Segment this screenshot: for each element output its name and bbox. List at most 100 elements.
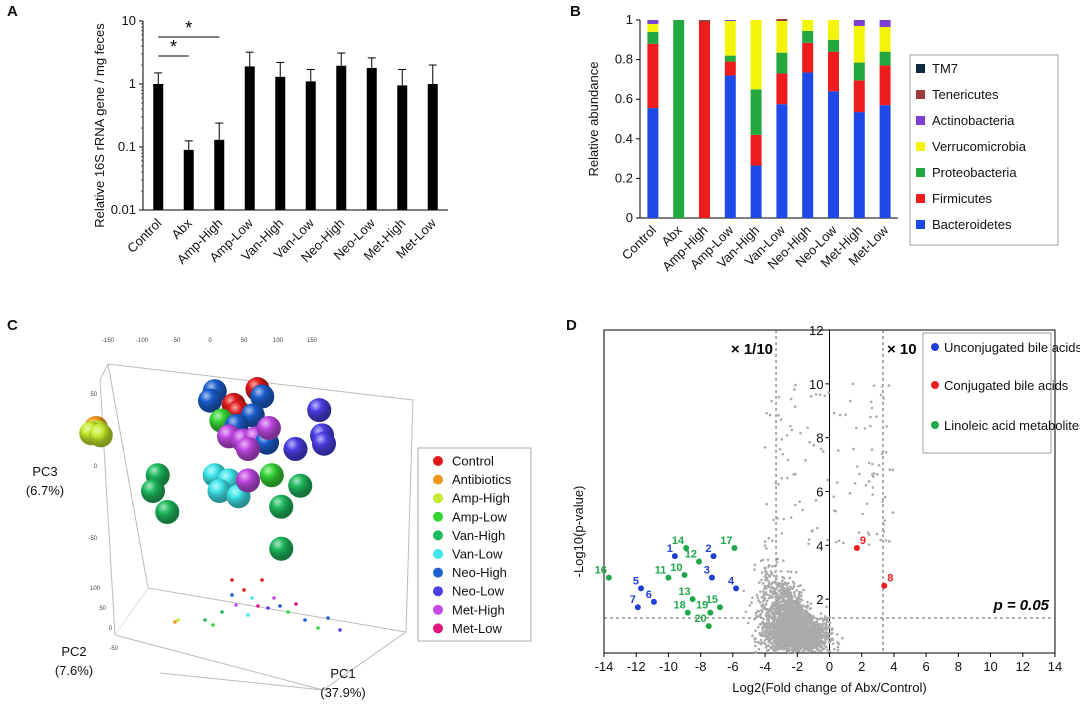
- background-point: [757, 581, 761, 584]
- background-point: [780, 476, 784, 480]
- background-point: [759, 612, 763, 616]
- y-tick-label-b: 0.2: [615, 170, 633, 185]
- background-point: [804, 632, 807, 635]
- legend-label-b-tm7: TM7: [932, 61, 958, 76]
- feature-point-9: [853, 545, 860, 552]
- background-point: [768, 630, 771, 634]
- background-point: [818, 393, 822, 396]
- background-point: [789, 643, 793, 647]
- legend-marker-c-van-high: [433, 530, 443, 541]
- background-point: [813, 650, 816, 653]
- pc1-label: PC1: [330, 666, 355, 681]
- background-point: [793, 594, 797, 598]
- background-point: [807, 538, 811, 541]
- feature-label-2: 2: [705, 543, 711, 555]
- background-point: [791, 627, 795, 631]
- background-point: [782, 582, 786, 586]
- background-point: [761, 622, 764, 625]
- background-point: [811, 638, 815, 642]
- feature-point-10: [681, 571, 688, 578]
- pc-top-tick: 100: [273, 338, 284, 344]
- background-point: [772, 518, 775, 522]
- background-point: [822, 642, 826, 646]
- pc-top-tick: -150: [102, 338, 115, 344]
- background-point: [769, 582, 773, 586]
- background-point: [764, 578, 767, 582]
- background-point: [766, 609, 770, 613]
- background-point: [821, 450, 825, 453]
- background-point: [762, 590, 765, 593]
- background-point: [780, 612, 784, 616]
- background-point: [799, 431, 802, 435]
- background-point: [761, 603, 765, 606]
- background-point: [761, 626, 764, 629]
- background-point: [812, 642, 815, 646]
- fold-left-label: × 1/10: [731, 341, 773, 358]
- legend-label-b-proteobacteria: Proteobacteria: [932, 165, 1017, 180]
- background-point: [793, 618, 796, 621]
- stack-b-proteobacteria-amp-low: [724, 55, 736, 62]
- background-point: [773, 564, 777, 568]
- background-point: [803, 618, 807, 622]
- background-point: [883, 495, 887, 499]
- pca-sphere-shade: [307, 398, 332, 423]
- background-point: [769, 623, 772, 626]
- background-point: [778, 620, 781, 623]
- x-tick-label-d: -12: [627, 659, 646, 674]
- pca-sphere-shade: [155, 500, 180, 524]
- background-point: [764, 566, 767, 570]
- background-point: [776, 618, 780, 622]
- background-point: [815, 636, 818, 640]
- background-point: [793, 590, 796, 594]
- background-point: [784, 590, 787, 593]
- background-point: [815, 630, 819, 633]
- background-point: [785, 649, 789, 653]
- y-tick-label-b: 0.4: [615, 131, 633, 146]
- background-point: [766, 617, 770, 621]
- background-point: [800, 605, 804, 609]
- background-point: [791, 587, 795, 590]
- background-point: [799, 584, 802, 587]
- background-point: [788, 602, 792, 606]
- pca-floor-point: [272, 596, 276, 600]
- background-point: [824, 631, 828, 635]
- background-point: [781, 452, 784, 456]
- background-point: [797, 594, 801, 598]
- background-point: [816, 632, 819, 636]
- pca-floor-point: [246, 613, 250, 617]
- background-point: [815, 628, 819, 631]
- bar-a-neo-low: [366, 67, 377, 210]
- background-point: [836, 645, 840, 649]
- stack-b-verrucomicrobia-van-low: [776, 20, 788, 53]
- background-point: [761, 628, 765, 631]
- background-point: [802, 639, 806, 643]
- stack-b-bacteroidetes-neo-high: [802, 72, 814, 218]
- background-point: [784, 614, 788, 617]
- stack-b-verrucomicrobia-met-low: [879, 26, 891, 52]
- background-point: [834, 540, 838, 544]
- background-point: [814, 393, 818, 396]
- background-point: [784, 603, 787, 606]
- background-point: [776, 642, 780, 645]
- legend-marker-c-neo-low: [433, 586, 443, 597]
- background-point: [753, 617, 756, 621]
- pc-top-tick: -100: [136, 338, 149, 344]
- feature-point-4: [733, 585, 740, 592]
- background-point: [775, 561, 779, 564]
- stack-b-actinobacteria-amp-low: [724, 20, 736, 21]
- background-point: [865, 502, 869, 505]
- background-point: [891, 511, 895, 514]
- background-point: [794, 649, 797, 653]
- background-point: [826, 635, 830, 639]
- legend-swatch-b-actinobacteria: [916, 116, 925, 125]
- background-point: [757, 647, 761, 651]
- background-point: [779, 607, 783, 610]
- feature-point-7: [634, 604, 641, 611]
- background-point: [798, 639, 802, 642]
- background-point: [787, 620, 790, 624]
- background-point: [774, 481, 778, 485]
- background-point: [766, 558, 770, 561]
- bar-a-van-low: [305, 81, 316, 210]
- background-point: [815, 526, 819, 530]
